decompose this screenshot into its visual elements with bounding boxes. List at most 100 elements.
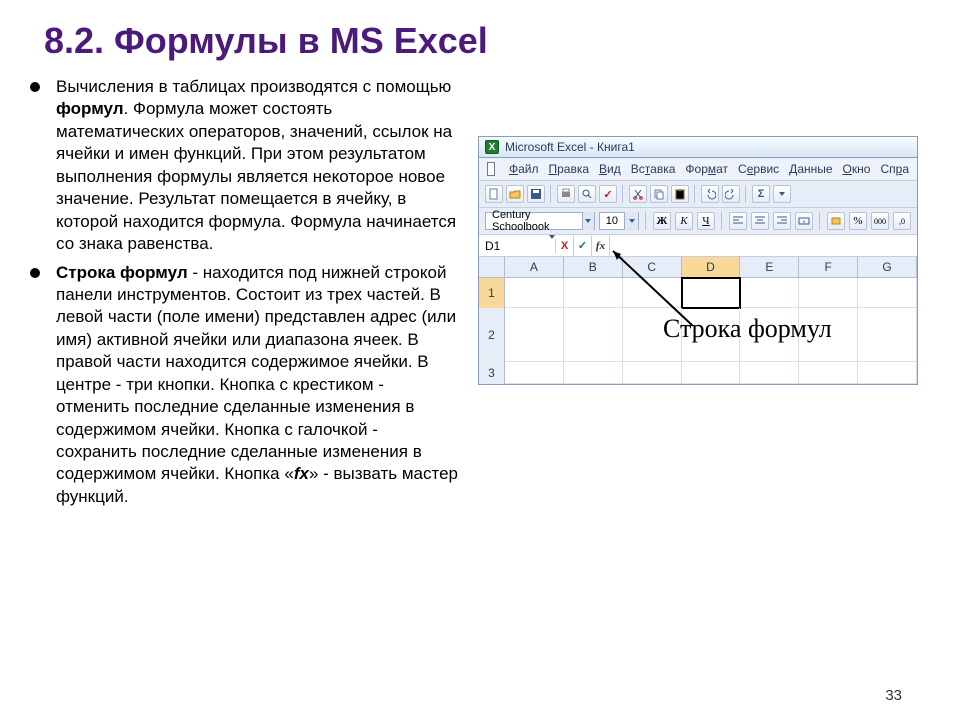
cell-F3[interactable]	[799, 362, 858, 384]
row-header-3[interactable]: 3	[479, 362, 505, 384]
formula-bar: D1 X ✓ fx	[479, 235, 917, 257]
cell-B3[interactable]	[564, 362, 623, 384]
standard-toolbar: ✓ Σ	[479, 181, 917, 208]
menu-edit[interactable]: Правка	[548, 162, 589, 176]
cut-icon[interactable]	[629, 185, 647, 203]
separator	[550, 185, 552, 203]
font-name-value: Century Schoolbook	[486, 209, 582, 233]
col-header-C[interactable]: C	[623, 257, 682, 277]
new-icon[interactable]	[485, 185, 503, 203]
cell-E3[interactable]	[740, 362, 799, 384]
text-bold: Строка формул	[56, 263, 188, 282]
excel-screenshot: X Microsoft Excel - Книга1 Файл Правка В…	[478, 136, 918, 385]
col-header-F[interactable]: F	[799, 257, 858, 277]
bold-button[interactable]: Ж	[653, 212, 671, 230]
merge-icon[interactable]: a	[795, 212, 813, 230]
name-box[interactable]: D1	[479, 239, 556, 253]
slide-title: 8.2. Формулы в MS Excel	[44, 20, 930, 62]
underline-button[interactable]: Ч	[697, 212, 715, 230]
formula-bar-buttons: X ✓ fx	[556, 236, 610, 256]
text-bold: формул	[56, 99, 124, 118]
right-column: X Microsoft Excel - Книга1 Файл Правка В…	[478, 76, 930, 514]
font-name-combo[interactable]: Century Schoolbook	[485, 212, 595, 230]
percent-button[interactable]: %	[849, 212, 867, 230]
enter-button[interactable]: ✓	[574, 236, 592, 256]
formatting-toolbar: Century Schoolbook 10 Ж К Ч	[479, 208, 917, 235]
cell-C3[interactable]	[623, 362, 682, 384]
cell-E1[interactable]	[740, 278, 799, 308]
content-columns: Вычисления в таблицах производятся с пом…	[30, 76, 930, 514]
spell-icon[interactable]: ✓	[599, 185, 617, 203]
row-header-2[interactable]: 2	[479, 308, 505, 362]
annotation-label: Строка формул	[663, 314, 832, 344]
separator	[721, 212, 723, 230]
chevron-down-icon[interactable]	[582, 212, 594, 230]
window-title: Microsoft Excel - Книга1	[505, 140, 635, 154]
col-header-A[interactable]: A	[505, 257, 564, 277]
menu-tools[interactable]: Сервис	[738, 162, 779, 176]
cell-A3[interactable]	[505, 362, 564, 384]
cell-B2[interactable]	[564, 308, 623, 362]
menu-file[interactable]: Файл	[509, 162, 539, 176]
align-center-icon[interactable]	[751, 212, 769, 230]
bullet-list: Вычисления в таблицах производятся с пом…	[30, 76, 460, 508]
name-box-value: D1	[479, 239, 549, 253]
document-icon	[487, 162, 495, 176]
increase-decimal-icon[interactable]: ,0	[893, 212, 911, 230]
col-header-D[interactable]: D	[682, 257, 741, 277]
menubar: Файл Правка Вид Вставка Формат Сервис Да…	[479, 158, 917, 181]
cell-D3[interactable]	[682, 362, 741, 384]
cell-G3[interactable]	[858, 362, 917, 384]
separator	[745, 185, 747, 203]
paste-icon[interactable]	[671, 185, 689, 203]
menu-window[interactable]: Окно	[843, 162, 871, 176]
text: Вычисления в таблицах производятся с пом…	[56, 77, 451, 96]
cell-G1[interactable]	[858, 278, 917, 308]
menu-format[interactable]: Формат	[685, 162, 728, 176]
italic-button[interactable]: К	[675, 212, 693, 230]
cell-D1[interactable]	[682, 278, 741, 308]
dropdown-icon[interactable]	[773, 185, 791, 203]
save-icon[interactable]	[527, 185, 545, 203]
cell-A1[interactable]	[505, 278, 564, 308]
chevron-down-icon[interactable]	[624, 212, 638, 230]
print-icon[interactable]	[557, 185, 575, 203]
autosum-icon[interactable]: Σ	[752, 185, 770, 203]
open-icon[interactable]	[506, 185, 524, 203]
cell-F1[interactable]	[799, 278, 858, 308]
slide: 8.2. Формулы в MS Excel Вычисления в таб…	[0, 0, 960, 720]
cancel-button[interactable]: X	[556, 236, 574, 256]
undo-icon[interactable]	[701, 185, 719, 203]
comma-style-button[interactable]: 000	[871, 212, 889, 230]
col-header-G[interactable]: G	[858, 257, 917, 277]
cell-B1[interactable]	[564, 278, 623, 308]
left-column: Вычисления в таблицах производятся с пом…	[30, 76, 460, 514]
copy-icon[interactable]	[650, 185, 668, 203]
menu-data[interactable]: Данные	[789, 162, 832, 176]
align-right-icon[interactable]	[773, 212, 791, 230]
fx-button[interactable]: fx	[592, 236, 610, 256]
chevron-down-icon[interactable]	[549, 239, 555, 253]
menu-help[interactable]: Спра	[880, 162, 909, 176]
cell-C1[interactable]	[623, 278, 682, 308]
bullet-item-1: Вычисления в таблицах производятся с пом…	[30, 76, 460, 256]
col-header-B[interactable]: B	[564, 257, 623, 277]
row-3: 3	[479, 362, 917, 384]
cell-G2[interactable]	[858, 308, 917, 362]
currency-icon[interactable]	[827, 212, 845, 230]
font-size-combo[interactable]: 10	[599, 212, 639, 230]
column-headers: A B C D E F G	[479, 257, 917, 278]
menu-insert[interactable]: Вставка	[631, 162, 676, 176]
redo-icon[interactable]	[722, 185, 740, 203]
select-all-corner[interactable]	[479, 257, 505, 277]
cell-A2[interactable]	[505, 308, 564, 362]
formula-input[interactable]	[610, 236, 917, 256]
preview-icon[interactable]	[578, 185, 596, 203]
col-header-E[interactable]: E	[740, 257, 799, 277]
menu-view[interactable]: Вид	[599, 162, 621, 176]
row-1: 1	[479, 278, 917, 308]
font-size-value: 10	[600, 215, 624, 227]
align-left-icon[interactable]	[729, 212, 747, 230]
text: . Формула может состоять математических …	[56, 99, 456, 253]
row-header-1[interactable]: 1	[479, 278, 505, 308]
